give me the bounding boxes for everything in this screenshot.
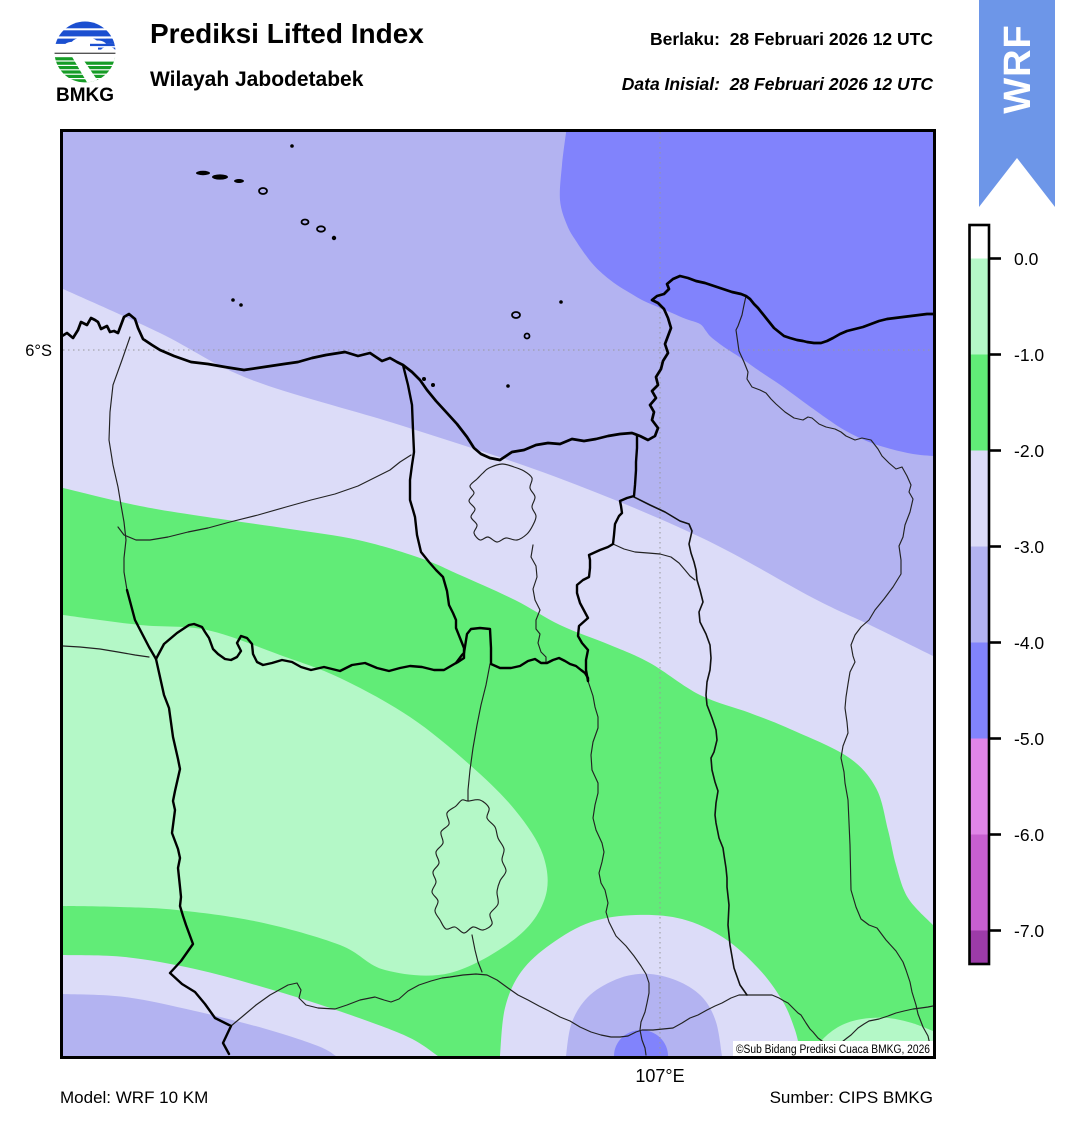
svg-text:WRF: WRF [997, 24, 1039, 114]
svg-text:-7.0: -7.0 [1014, 921, 1044, 941]
svg-text:-4.0: -4.0 [1014, 633, 1044, 653]
svg-text:6°S: 6°S [25, 342, 52, 360]
svg-text:BMKG: BMKG [56, 85, 114, 106]
svg-text:©Sub Bidang Prediksi Cuaca BMK: ©Sub Bidang Prediksi Cuaca BMKG, 2026 [736, 1044, 930, 1056]
svg-text:0.0: 0.0 [1014, 249, 1039, 269]
svg-text:-6.0: -6.0 [1014, 825, 1044, 845]
svg-text:-1.0: -1.0 [1014, 345, 1044, 365]
svg-text:-3.0: -3.0 [1014, 537, 1044, 557]
svg-text:-5.0: -5.0 [1014, 729, 1044, 749]
svg-text:107°E: 107°E [635, 1066, 684, 1086]
svg-text:-2.0: -2.0 [1014, 441, 1044, 461]
